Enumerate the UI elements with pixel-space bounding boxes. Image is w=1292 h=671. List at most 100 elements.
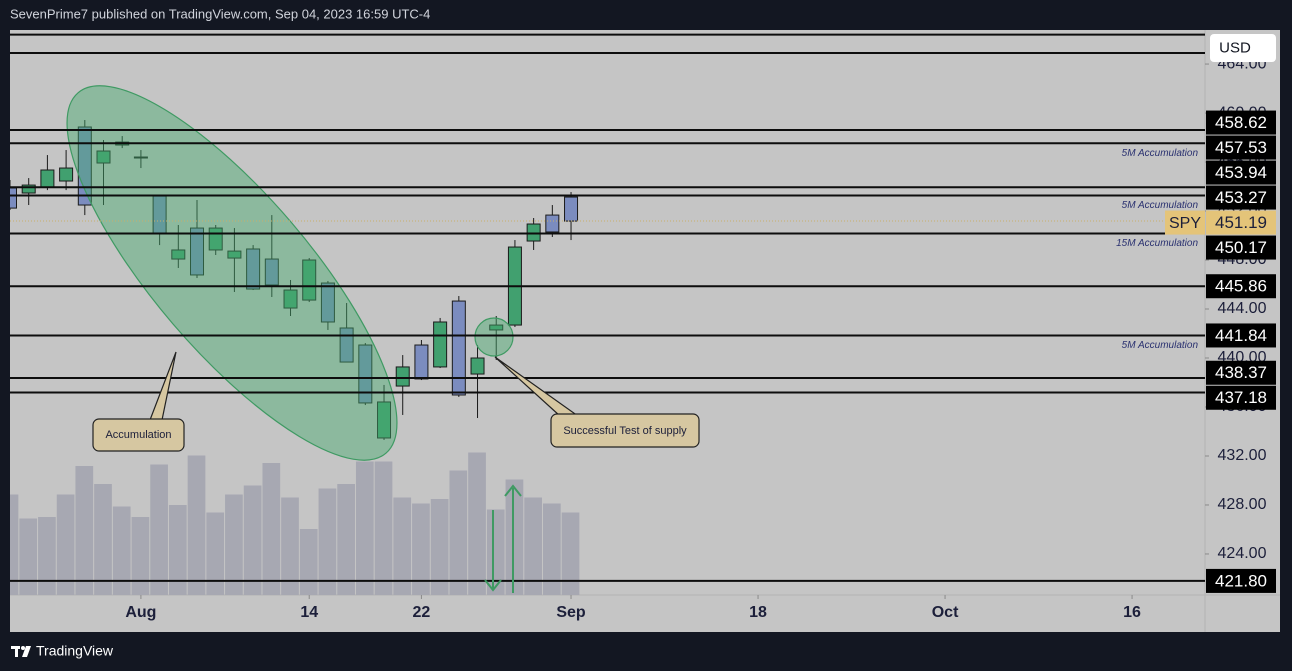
currency-label: USD: [1219, 39, 1251, 56]
candle-body: [414, 344, 429, 380]
last-price-label: 451.19: [1215, 213, 1267, 232]
y-tick-label: 432.00: [1218, 447, 1267, 464]
price-label: 421.80: [1215, 571, 1267, 590]
price-label: 445.86: [1215, 277, 1267, 296]
volume-bar: [412, 503, 430, 595]
y-tick-label: 424.00: [1218, 545, 1267, 562]
level-note: 15M Accumulation: [1116, 238, 1198, 249]
volume-bar: [168, 505, 187, 595]
candle-body: [489, 324, 504, 331]
candle-body: [40, 169, 55, 188]
footer-logo: [11, 646, 31, 657]
symbol-label-box: [1165, 210, 1205, 235]
volume-bar: [318, 488, 337, 595]
volume-bar: [468, 452, 486, 595]
volume-bar: [561, 512, 580, 595]
test-circle: [474, 317, 514, 357]
volume-bar: [524, 497, 542, 595]
candle-body: [302, 259, 317, 301]
volume-bar: [243, 485, 262, 595]
price-label-box: [1206, 323, 1276, 348]
candle-body: [190, 227, 205, 276]
volume-bar: [187, 455, 206, 595]
volume-bar: [374, 461, 393, 595]
price-label-box: [1206, 110, 1276, 135]
x-tick-label: Sep: [556, 604, 586, 621]
price-label: 437.18: [1215, 388, 1267, 407]
candle-body: [545, 214, 560, 233]
price-label-box: [1206, 385, 1276, 410]
volume-bar: [75, 466, 94, 595]
candle-body: [339, 327, 354, 363]
level-layer: 5M Accumulation 5M Accumulation 15M Accumu…: [10, 33, 1205, 582]
candle-body: [395, 366, 410, 387]
volume-layer: [10, 452, 580, 595]
volume-bar: [393, 497, 412, 595]
candle-body: [59, 167, 74, 182]
price-label: 458.62: [1215, 113, 1267, 132]
candle-body: [264, 258, 279, 286]
price-label: 457.53: [1215, 138, 1267, 157]
x-tick-label: 22: [413, 604, 431, 621]
footer-brand: TradingView: [36, 643, 114, 659]
candle-body: [377, 401, 392, 439]
price-label-box: [1206, 360, 1276, 385]
candle-body: [564, 196, 579, 222]
volume-bar: [299, 529, 318, 595]
volume-bar: [281, 497, 299, 595]
candle-body: [77, 126, 92, 206]
price-label-box: [1206, 160, 1276, 185]
y-tick-label: 444.00: [1218, 300, 1267, 317]
volume-bar: [225, 494, 243, 595]
candle-body: [320, 282, 335, 323]
level-note: 5M Accumulation: [1122, 340, 1199, 351]
level-note: 5M Accumulation: [1122, 148, 1199, 159]
price-label-box: [1206, 568, 1276, 593]
volume-bar: [542, 503, 561, 595]
volume-bar: [505, 479, 524, 595]
x-tick-label: 16: [1123, 604, 1141, 621]
candle-body: [433, 321, 448, 368]
price-label-layer: 458.62 457.53 453.94 453.27 SPY 451.19 450.17 4…: [1165, 110, 1276, 593]
price-label-box: [1206, 135, 1276, 160]
y-tick-label: 428.00: [1218, 496, 1267, 513]
volume-bar: [337, 484, 355, 595]
volume-bar: [262, 463, 281, 595]
volume-bar: [38, 517, 56, 595]
candle-body: [133, 156, 148, 159]
x-tick-label: 18: [749, 604, 767, 621]
candle-body: [171, 249, 186, 260]
volume-bar: [355, 461, 374, 595]
price-label: 453.94: [1215, 163, 1267, 182]
volume-bar: [150, 464, 168, 595]
callout-text: Successful Test of supply: [563, 425, 687, 437]
candle-body: [358, 344, 373, 404]
candle-body: [10, 187, 17, 209]
callout-text: Accumulation: [105, 429, 171, 441]
volume-bar: [10, 494, 19, 595]
level-note: 5M Accumulation: [1122, 200, 1199, 211]
candle-body: [96, 150, 111, 164]
x-tick-label: 14: [300, 604, 318, 621]
header-text: SevenPrime7 published on TradingView.com…: [10, 6, 430, 21]
price-label-box: [1206, 185, 1276, 210]
candle-body: [283, 289, 298, 309]
volume-bar: [206, 512, 225, 595]
symbol-label: SPY: [1169, 215, 1201, 232]
candle-body: [21, 184, 36, 194]
volume-bar: [56, 494, 75, 595]
callout-accumulation: Accumulation: [92, 351, 185, 452]
last-price-box: [1206, 210, 1276, 235]
volume-bar: [486, 509, 505, 595]
candle-body: [227, 250, 242, 259]
accumulation-ellipse: [66, 85, 398, 461]
volume-bar: [131, 517, 150, 595]
price-label-box: [1206, 235, 1276, 260]
volume-bar: [19, 518, 38, 595]
currency-button[interactable]: [1210, 34, 1276, 62]
x-tick-label: Oct: [932, 604, 959, 621]
price-label: 450.17: [1215, 238, 1267, 257]
candle-body: [470, 357, 485, 375]
